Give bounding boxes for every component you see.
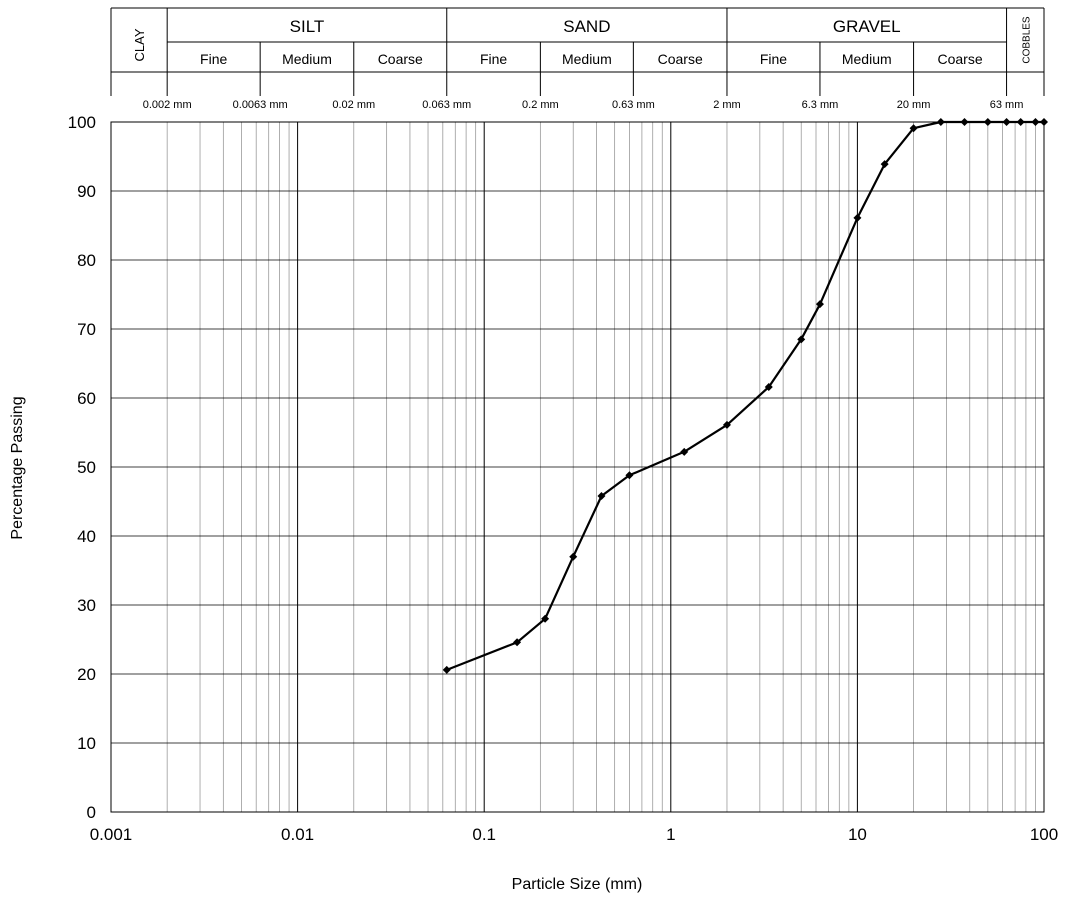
boundary-label: 0.2 mm [522,99,559,111]
subgroup-label: Medium [562,51,612,67]
group-label: GRAVEL [833,17,901,36]
subgroup-label: Coarse [658,51,703,67]
clay-label: CLAY [132,28,147,61]
data-point [1016,118,1025,126]
data-point [1040,118,1048,126]
x-tick-label: 10 [848,825,867,844]
boundary-label: 0.0063 mm [233,99,288,111]
subgroup-label: Coarse [378,51,423,67]
y-tick-label: 0 [87,803,96,822]
boundary-label: 0.63 mm [612,99,655,111]
data-point [1031,118,1040,126]
data-point [722,420,731,429]
y-tick-label: 50 [77,458,96,477]
data-point [909,124,918,133]
data-point [680,447,689,456]
data-point [797,335,806,344]
data-point [853,213,862,222]
y-tick-label: 20 [77,665,96,684]
y-tick-label: 30 [77,596,96,615]
subgroup-label: Medium [282,51,332,67]
boundary-label: 0.002 mm [143,99,192,111]
group-label: SAND [563,17,610,36]
x-tick-labels: 0.001 0.01 0.1 1 10 100 [90,825,1058,844]
x-axis-label: Particle Size (mm) [512,876,643,893]
data-point [541,614,550,623]
x-tick-label: 1 [666,825,675,844]
plot-frame [110,121,1045,813]
boundary-label: 6.3 mm [802,99,839,111]
data-point [936,118,945,126]
x-tick-label: 100 [1030,825,1058,844]
y-tick-label: 60 [77,389,96,408]
y-tick-labels: 0 10 20 30 40 50 60 70 80 90 100 [68,113,96,822]
boundary-label: 2 mm [713,99,741,111]
data-point [1002,118,1011,126]
data-point [625,471,634,480]
data-point [597,491,606,500]
boundary-label: 0.063 mm [422,99,471,111]
subgroup-label: Coarse [937,51,982,67]
data-point [880,160,889,169]
data-point [569,552,578,561]
data-point [764,382,773,391]
data-point [815,300,824,309]
series-layer [442,118,1048,674]
data-point [442,665,451,674]
y-tick-label: 70 [77,320,96,339]
subgroup-label: Fine [480,51,507,67]
data-point [983,118,992,126]
subgroup-label: Medium [842,51,892,67]
y-tick-label: 90 [77,182,96,201]
y-tick-label: 100 [68,113,96,132]
boundary-label: 63 mm [990,99,1024,111]
data-point [960,118,969,126]
x-tick-label: 0.001 [90,825,133,844]
y-axis-label: Percentage Passing [9,396,26,539]
major-gridlines [110,121,1045,813]
y-tick-label: 40 [77,527,96,546]
x-tick-label: 0.01 [281,825,314,844]
y-tick-label: 80 [77,251,96,270]
data-point [513,638,522,647]
subgroup-label: Fine [200,51,227,67]
classification-band: SILT Fine Medium Coarse SAND Fine Medium Coarse… [110,7,1045,111]
group-label: SILT [290,17,325,36]
grading-curve [446,120,1044,671]
y-tick-label: 10 [77,734,96,753]
boundary-label: 20 mm [897,99,931,111]
cobbles-label: COBBLES [1021,16,1032,64]
boundary-label: 0.02 mm [332,99,375,111]
x-tick-label: 0.1 [472,825,496,844]
subgroup-label: Fine [760,51,787,67]
plot-border [110,121,1045,813]
